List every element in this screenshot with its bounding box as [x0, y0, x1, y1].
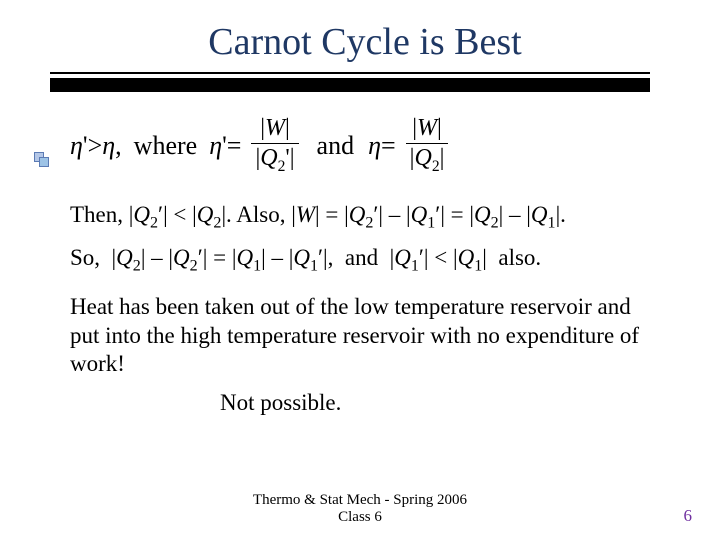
rule-thick	[50, 78, 650, 92]
slide-footer: Thermo & Stat Mech - Spring 2006 Class 6	[0, 492, 720, 526]
page-number: 6	[684, 506, 693, 526]
derivation-line-2: So, |Q2| – |Q2′| = |Q1| – |Q1′|, and |Q1…	[70, 244, 660, 277]
and-text: and	[317, 131, 355, 161]
footer-course: Thermo & Stat Mech - Spring 2006	[0, 492, 720, 509]
not-possible-text: Not possible.	[220, 389, 660, 418]
bullet-decoration-icon	[34, 152, 50, 168]
conclusion-paragraph: Heat has been taken out of the low tempe…	[70, 293, 660, 379]
eta-def: η=	[368, 131, 396, 161]
eta-prime-def: η'=	[209, 131, 241, 161]
derivation-line-1: Then, |Q2′| < |Q2|. Also, |W| = |Q2′| – …	[70, 201, 660, 234]
where-text: where	[134, 131, 198, 161]
eta-prime: η'>η,	[70, 131, 122, 161]
slide-title: Carnot Cycle is Best	[70, 20, 660, 64]
slide: Carnot Cycle is Best η'>η, where η'= |W|…	[0, 0, 720, 540]
fraction-eta: |W| |Q2|	[406, 116, 449, 175]
title-underline	[50, 72, 650, 92]
efficiency-formula: η'>η, where η'= |W| |Q2'| and η= |W| |Q2…	[70, 116, 660, 175]
rule-thin	[50, 72, 650, 74]
footer-class: Class 6	[0, 509, 720, 526]
fraction-eta-prime: |W| |Q2'|	[251, 116, 298, 175]
